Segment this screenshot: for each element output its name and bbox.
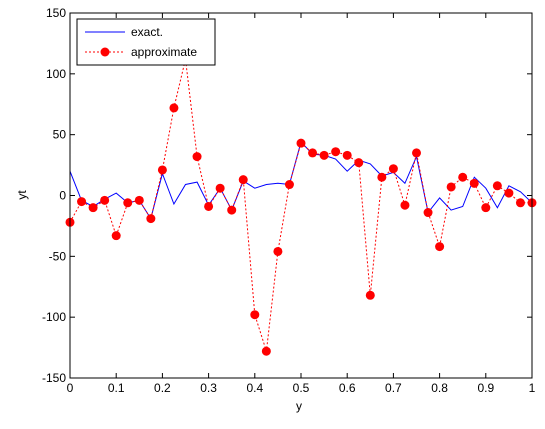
- data-point-approximate: [308, 148, 318, 158]
- x-axis-label: y: [296, 399, 302, 413]
- data-point-approximate: [412, 148, 421, 158]
- x-tick-label: 0.4: [246, 381, 263, 395]
- data-point-approximate: [100, 195, 110, 205]
- x-tick-label: 0.6: [339, 381, 356, 395]
- legend: exact. approximate: [76, 18, 216, 66]
- legend-label-exact: exact.: [131, 25, 163, 39]
- data-point-approximate: [469, 178, 479, 188]
- plot-area: [70, 13, 532, 378]
- data-point-approximate: [146, 214, 156, 224]
- x-tick-label: 1: [529, 381, 536, 395]
- data-point-approximate: [435, 242, 445, 252]
- data-point-approximate: [238, 175, 248, 185]
- x-tick-label: 0: [67, 381, 74, 395]
- y-axis-label: yt: [15, 190, 29, 200]
- data-point-approximate: [77, 197, 87, 207]
- series-layer: [65, 54, 537, 356]
- data-point-approximate: [365, 290, 375, 300]
- data-point-approximate: [111, 231, 121, 241]
- data-point-approximate: [134, 195, 144, 205]
- data-point-approximate: [331, 147, 341, 157]
- x-tick-label: 0.9: [477, 381, 494, 395]
- data-point-approximate: [273, 246, 283, 256]
- data-point-approximate: [123, 198, 133, 208]
- data-point-approximate: [227, 205, 237, 215]
- data-point-approximate: [481, 203, 491, 213]
- data-point-approximate: [169, 103, 179, 113]
- data-point-approximate: [319, 150, 329, 160]
- data-point-approximate: [157, 165, 167, 175]
- data-point-approximate: [192, 152, 202, 162]
- x-tick-label: 0.1: [108, 381, 125, 395]
- y-tick-label: 0: [59, 189, 66, 203]
- tick-layer: 0 0.1 0.2 0.3 0.4 0.5 0.6 0.7 0.8 0.9 1 -150 -100 -50…: [42, 6, 536, 395]
- data-point-approximate: [388, 164, 398, 174]
- data-point-approximate: [400, 200, 410, 210]
- data-point-approximate: [296, 138, 306, 148]
- y-tick-label: 50: [53, 128, 67, 142]
- x-tick-label: 0.8: [431, 381, 448, 395]
- x-tick-label: 0.3: [200, 381, 217, 395]
- data-point-approximate: [88, 203, 98, 213]
- y-tick-label: -50: [49, 249, 67, 263]
- x-tick-label: 0.7: [385, 381, 402, 395]
- data-point-approximate: [215, 183, 225, 193]
- data-point-approximate: [250, 310, 260, 320]
- data-point-approximate: [284, 180, 294, 190]
- data-point-approximate: [354, 158, 364, 168]
- data-point-approximate: [204, 201, 214, 211]
- y-tick-label: 150: [46, 6, 66, 20]
- x-tick-label: 0.2: [154, 381, 171, 395]
- y-tick-label: 100: [46, 67, 66, 81]
- data-point-approximate: [423, 208, 433, 218]
- data-point-approximate: [515, 198, 525, 208]
- y-tick-label: -150: [42, 371, 66, 385]
- data-point-approximate: [492, 181, 502, 191]
- legend-marker-approximate: [100, 47, 110, 57]
- legend-label-approximate: approximate: [131, 45, 197, 59]
- data-point-approximate: [446, 182, 456, 192]
- data-point-approximate: [342, 150, 352, 160]
- data-point-approximate: [504, 188, 514, 198]
- legend-box: [76, 18, 216, 66]
- data-point-approximate: [377, 172, 387, 182]
- y-tick-label: -100: [42, 310, 66, 324]
- data-point-approximate: [261, 346, 271, 356]
- x-tick-label: 0.5: [293, 381, 310, 395]
- data-point-approximate: [458, 172, 468, 182]
